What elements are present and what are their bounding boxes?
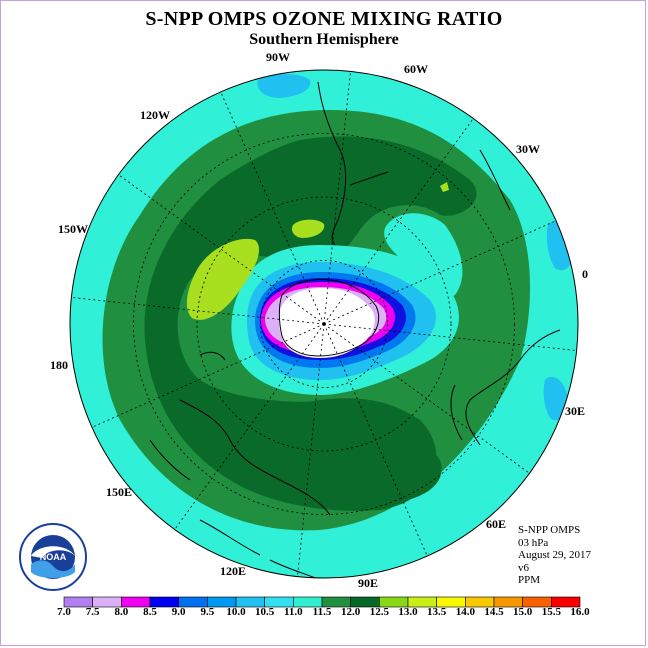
meridian-line bbox=[71, 297, 325, 325]
colorbar-tick-label: 10.5 bbox=[255, 606, 275, 618]
meridian-line bbox=[323, 323, 530, 474]
ozone-patch-12_5-small bbox=[292, 219, 325, 238]
map-subtitle: Southern Hemisphere bbox=[249, 31, 399, 48]
colorbar-tick-label: 14.0 bbox=[455, 606, 475, 618]
colorbar-tick-label: 11.5 bbox=[312, 606, 332, 618]
colorbar-tick-label: 9.0 bbox=[171, 606, 186, 618]
info-date: August 29, 2017 bbox=[518, 549, 592, 561]
info-satellite: S-NPP OMPS bbox=[518, 524, 581, 536]
lon-label-150e: 150E bbox=[106, 485, 133, 499]
lon-label-150w: 150W bbox=[58, 222, 88, 236]
colorbar-tick-label: 11.0 bbox=[284, 606, 303, 618]
ozone-tongue-cyan bbox=[384, 213, 463, 299]
colorbar-tick-label: 13.0 bbox=[398, 606, 418, 618]
map-title: S-NPP OMPS OZONE MIXING RATIO bbox=[145, 8, 503, 30]
map-border bbox=[69, 69, 579, 579]
latitude-circle bbox=[133, 133, 515, 515]
colorbar-tick-label: 13.5 bbox=[427, 606, 447, 618]
meridian-line bbox=[323, 220, 557, 325]
ozone-band-dark-east bbox=[314, 426, 442, 505]
meridian-line bbox=[323, 71, 351, 325]
info-unit: PPM bbox=[518, 574, 541, 586]
colorbar-tick-labels: 7.0 7.5 8.0 8.5 9.0 9.5 10.0 10.5 11.0 11.5 12.0 12… bbox=[0, 606, 648, 620]
ozone-rim-spot-southeast bbox=[543, 376, 568, 421]
ozone-patch-12_5-dot bbox=[440, 182, 449, 192]
ozone-rim-spot-top bbox=[257, 74, 311, 98]
lon-label-30e: 30E bbox=[565, 404, 586, 418]
colorbar-tick-label: 8.5 bbox=[143, 606, 157, 618]
latitude-circle bbox=[260, 260, 388, 388]
meridian-line bbox=[297, 323, 325, 577]
meridian-line bbox=[118, 174, 325, 325]
latitude-circle bbox=[196, 196, 452, 452]
lon-label-30w: 30W bbox=[516, 142, 540, 156]
colorbar-tick-label: 7.0 bbox=[57, 606, 71, 618]
colorbar-tick-label: 14.5 bbox=[484, 606, 504, 618]
colorbar bbox=[63, 596, 581, 608]
polar-data-gap bbox=[278, 288, 375, 358]
info-block: S-NPP OMPS 03 hPa August 29, 2017 v6 PPM bbox=[518, 524, 591, 587]
lon-label-120w: 120W bbox=[140, 108, 170, 122]
ozone-patch-12_5 bbox=[186, 238, 260, 320]
meridian-line bbox=[323, 118, 474, 325]
lon-label-180: 180 bbox=[50, 358, 68, 372]
lon-label-120e: 120E bbox=[220, 564, 247, 578]
colorbar-tick-label: 7.5 bbox=[85, 606, 100, 618]
noaa-logo-text: NOAA bbox=[40, 552, 67, 562]
colorbar-tick-label: 8.0 bbox=[114, 606, 129, 618]
meridian-line bbox=[174, 323, 325, 530]
colorbar-swatch bbox=[551, 596, 581, 608]
meridian-line bbox=[220, 91, 325, 325]
colorbar-tick-label: 15.0 bbox=[513, 606, 533, 618]
lon-label-90w: 90W bbox=[266, 50, 290, 64]
colorbar-tick-label: 12.0 bbox=[341, 606, 361, 618]
lon-label-60e: 60E bbox=[486, 517, 507, 531]
lon-label-0: 0 bbox=[582, 267, 588, 281]
meridian-line bbox=[323, 323, 428, 557]
lon-label-90e: 90E bbox=[358, 576, 379, 590]
colorbar-tick-label: 10.0 bbox=[226, 606, 246, 618]
graticule bbox=[71, 71, 577, 577]
colorbar-tick-label: 15.5 bbox=[541, 606, 561, 618]
noaa-logo: NOAA bbox=[18, 522, 88, 597]
meridian-line bbox=[323, 323, 577, 351]
info-pressure: 03 hPa bbox=[518, 536, 549, 549]
colorbar-tick-label: 12.5 bbox=[369, 606, 389, 618]
info-version: v6 bbox=[518, 561, 529, 574]
ozone-band-11_5-12 bbox=[144, 136, 477, 511]
meridian-line bbox=[91, 323, 325, 428]
coastlines bbox=[149, 81, 561, 578]
colorbar-tick-label: 9.5 bbox=[200, 606, 215, 618]
colorbar-tick-label: 16.0 bbox=[570, 606, 590, 618]
lon-label-60w: 60W bbox=[404, 62, 428, 76]
